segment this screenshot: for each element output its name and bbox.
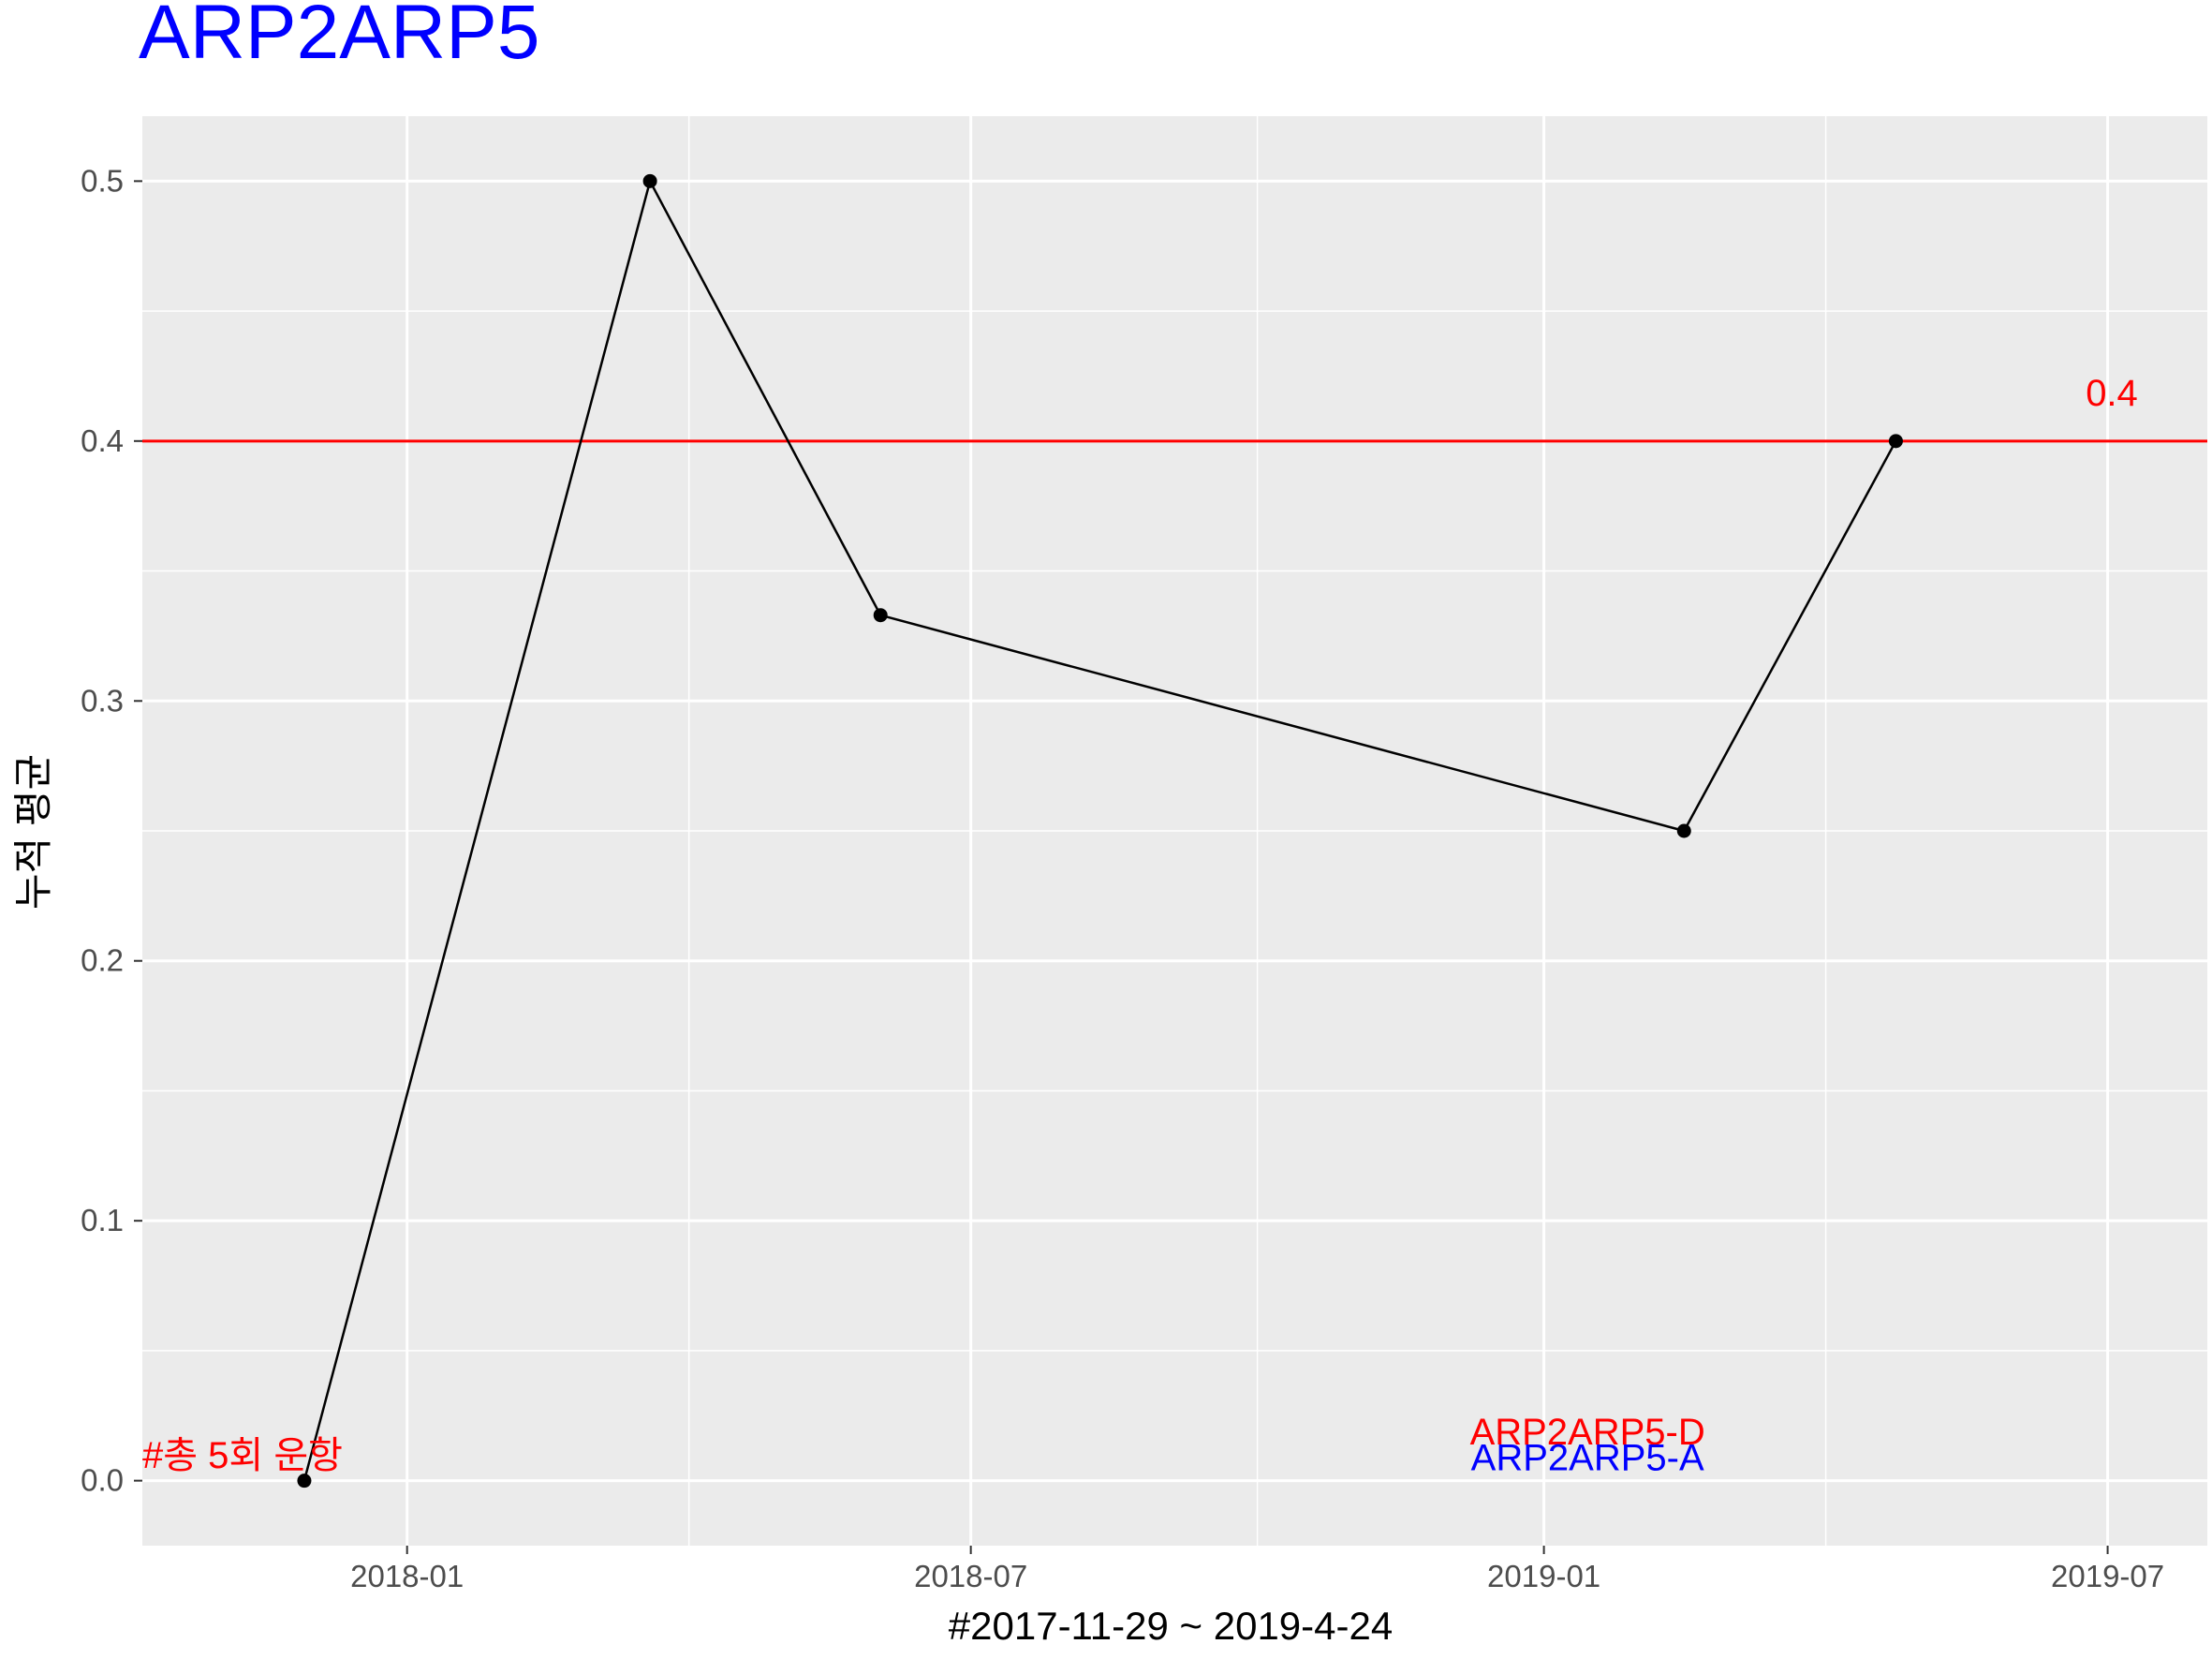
data-point — [297, 1474, 312, 1489]
x-tick-label: 2019-07 — [2051, 1559, 2164, 1593]
data-point — [1888, 434, 1903, 449]
annotation-label: ARP2ARP5-A — [1471, 1438, 1704, 1479]
y-tick-label: 0.5 — [81, 163, 124, 198]
reference-line-layer: 0.4 — [142, 373, 2207, 443]
data-point — [642, 173, 657, 188]
x-tick-label: 2018-01 — [350, 1559, 464, 1593]
y-axis-title: 누적 평균 — [11, 754, 55, 910]
y-tick-label: 0.4 — [81, 423, 124, 458]
chart-title: ARP2ARP5 — [139, 0, 539, 75]
x-axis: 2018-01 2018-07 2019-01 2019-07 — [350, 1546, 2164, 1593]
annotation-label: #총 5회 운항 — [142, 1435, 343, 1476]
x-tick-label: 2019-01 — [1487, 1559, 1600, 1593]
x-tick-label: 2018-07 — [914, 1559, 1027, 1593]
y-tick-label: 0.1 — [81, 1203, 124, 1237]
data-point — [873, 608, 888, 623]
y-tick-label: 0.2 — [81, 943, 124, 978]
series-layer — [297, 173, 1903, 1489]
reference-line-label: 0.4 — [2086, 373, 2138, 414]
annotation-label: ARP2ARP5-D — [1470, 1412, 1705, 1453]
y-tick-label: 0.0 — [81, 1463, 124, 1498]
x-axis-title: #2017-11-29 ~ 2019-4-24 — [949, 1604, 1393, 1648]
minor-gridlines — [124, 116, 2207, 1546]
y-tick-label: 0.3 — [81, 683, 124, 718]
y-axis: 0.0 0.1 0.2 0.3 0.4 0.5 — [81, 163, 142, 1498]
data-point — [1676, 823, 1691, 838]
